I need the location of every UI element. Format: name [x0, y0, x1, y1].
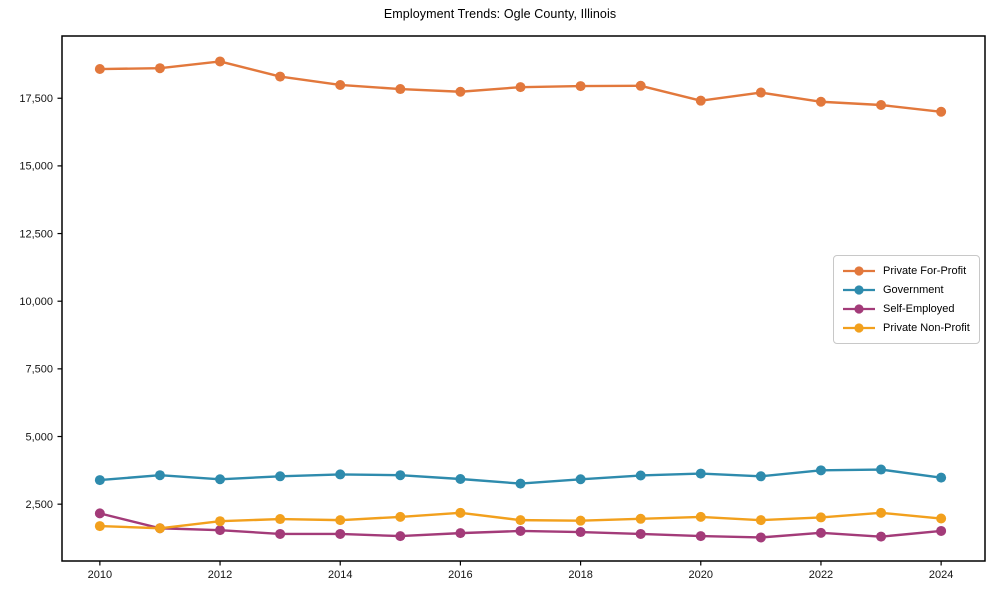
data-point-self-employed — [275, 528, 286, 539]
legend-label: Self-Employed — [883, 303, 955, 315]
data-point-self-employed — [575, 527, 586, 538]
data-point-private-for-profit — [335, 79, 346, 90]
data-point-private-non-profit — [515, 515, 526, 526]
data-point-private-non-profit — [635, 513, 646, 524]
y-tick-label: 17,500 — [19, 93, 53, 105]
legend-item-self-employed: Self-Employed — [842, 300, 971, 318]
data-point-private-for-profit — [395, 84, 406, 95]
x-tick-label: 2010 — [88, 569, 112, 581]
data-point-self-employed — [815, 527, 826, 538]
y-tick-label: 5,000 — [25, 431, 53, 443]
data-point-private-for-profit — [215, 56, 226, 67]
x-tick-label: 2022 — [809, 569, 833, 581]
data-point-government — [635, 470, 646, 481]
data-point-private-for-profit — [755, 87, 766, 98]
data-point-private-non-profit — [455, 507, 466, 518]
legend-item-private-for-profit: Private For-Profit — [842, 262, 971, 280]
x-tick-label: 2016 — [448, 569, 472, 581]
chart-legend: Private For-Profit Government Self-Employe… — [833, 255, 980, 344]
y-tick-label: 15,000 — [19, 161, 53, 173]
data-point-government — [936, 472, 947, 483]
x-tick-label: 2024 — [929, 569, 953, 581]
data-point-private-for-profit — [275, 71, 286, 82]
data-point-government — [94, 475, 105, 486]
data-point-self-employed — [335, 528, 346, 539]
legend-label: Private Non-Profit — [883, 322, 970, 334]
data-point-self-employed — [876, 531, 887, 542]
data-point-self-employed — [215, 525, 226, 536]
y-tick-label: 12,500 — [19, 228, 53, 240]
data-point-private-for-profit — [575, 81, 586, 92]
chart-title: Employment Trends: Ogle County, Illinois — [383, 7, 617, 21]
x-tick-label: 2020 — [689, 569, 713, 581]
data-point-government — [335, 469, 346, 480]
x-tick-label: 2014 — [328, 569, 352, 581]
data-point-private-for-profit — [94, 64, 105, 75]
data-point-government — [275, 471, 286, 482]
legend-marker-icon — [843, 266, 875, 276]
legend-label: Private For-Profit — [883, 265, 967, 277]
data-point-government — [755, 471, 766, 482]
axes-frame — [61, 35, 986, 562]
data-point-private-non-profit — [815, 512, 826, 523]
data-point-self-employed — [455, 528, 466, 539]
data-point-private-non-profit — [154, 523, 165, 534]
data-point-government — [154, 470, 165, 481]
data-point-private-for-profit — [936, 106, 947, 117]
data-point-self-employed — [936, 525, 947, 536]
legend-label: Government — [883, 284, 944, 296]
data-point-private-for-profit — [154, 63, 165, 74]
data-point-private-non-profit — [215, 516, 226, 527]
data-point-private-non-profit — [275, 514, 286, 525]
data-point-private-for-profit — [815, 96, 826, 107]
data-point-private-for-profit — [695, 95, 706, 106]
data-point-government — [695, 468, 706, 479]
data-point-self-employed — [635, 528, 646, 539]
data-point-private-for-profit — [515, 82, 526, 93]
data-point-self-employed — [695, 531, 706, 542]
legend-marker-icon — [843, 304, 875, 314]
data-point-private-non-profit — [395, 511, 406, 522]
y-tick-label: 7,500 — [25, 364, 53, 376]
data-point-private-non-profit — [755, 515, 766, 526]
legend-marker-icon — [843, 323, 875, 333]
legend-item-government: Government — [842, 281, 971, 299]
data-point-private-for-profit — [876, 100, 887, 111]
data-point-private-non-profit — [575, 515, 586, 526]
data-point-government — [815, 465, 826, 476]
data-point-government — [575, 474, 586, 485]
x-tick-label: 2018 — [568, 569, 592, 581]
legend-item-private-non-profit: Private Non-Profit — [842, 319, 971, 337]
data-point-private-non-profit — [94, 521, 105, 532]
data-point-government — [876, 464, 887, 475]
data-point-self-employed — [755, 532, 766, 543]
data-point-government — [455, 474, 466, 485]
data-point-private-non-profit — [335, 515, 346, 526]
data-point-government — [515, 478, 526, 489]
y-tick-label: 10,000 — [19, 296, 53, 308]
data-point-private-non-profit — [876, 507, 887, 518]
legend-marker-icon — [843, 285, 875, 295]
data-point-private-for-profit — [635, 80, 646, 91]
data-point-private-non-profit — [695, 511, 706, 522]
y-tick-label: 2,500 — [25, 499, 53, 511]
data-point-self-employed — [94, 508, 105, 519]
data-point-self-employed — [395, 531, 406, 542]
data-point-government — [395, 470, 406, 481]
data-point-government — [215, 474, 226, 485]
x-tick-label: 2012 — [208, 569, 232, 581]
data-point-private-non-profit — [936, 513, 947, 524]
data-point-private-for-profit — [455, 86, 466, 97]
data-point-self-employed — [515, 525, 526, 536]
